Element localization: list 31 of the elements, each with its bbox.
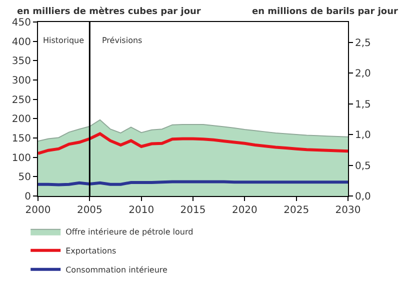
x-tick-label: 2030 (335, 205, 361, 216)
annotation: Historique (43, 36, 84, 45)
y-tick-label: 100 (12, 152, 31, 164)
y-tick-label: 300 (12, 76, 31, 86)
y-tick-label: 400 (12, 36, 31, 48)
x-tick-label: 2020 (232, 205, 258, 216)
y-tick-label: 0 (24, 192, 31, 202)
line-series (38, 132, 348, 155)
annotation: Prévisions (102, 36, 142, 45)
y2-tick-label: 2,5 (355, 38, 371, 49)
x-tick-label: 2015 (180, 205, 206, 216)
x-tick-label: 2000 (25, 205, 51, 216)
legend-label: Consommation intérieure (66, 266, 168, 274)
x-tick-label: 2005 (76, 205, 102, 216)
x-tick-label: 2025 (284, 205, 310, 216)
y2-tick-label: 0,5 (355, 160, 371, 172)
legend-label: Offre intérieure de pétrole lourd (66, 228, 194, 236)
y2-axis-title: en millions de barils par jour (252, 7, 398, 17)
y-axis-title: en milliers de mètres cubes par jour (17, 6, 202, 17)
y2-tick-label: 1,5 (355, 99, 371, 110)
y-tick-label: 50 (18, 172, 31, 184)
y-tick-label: 150 (12, 134, 31, 144)
x-tick-label: 2010 (128, 205, 154, 216)
y-tick-label: 250 (12, 94, 31, 106)
y-tick-label: 450 (12, 18, 31, 28)
legend-label: Exportations (66, 246, 116, 256)
y2-tick-label: 2,0 (355, 68, 371, 80)
y-tick-label: 200 (12, 114, 31, 126)
y-tick-label: 350 (12, 56, 31, 68)
y2-tick-label: 1,0 (355, 130, 371, 142)
y2-tick-label: 0,0 (355, 192, 371, 202)
